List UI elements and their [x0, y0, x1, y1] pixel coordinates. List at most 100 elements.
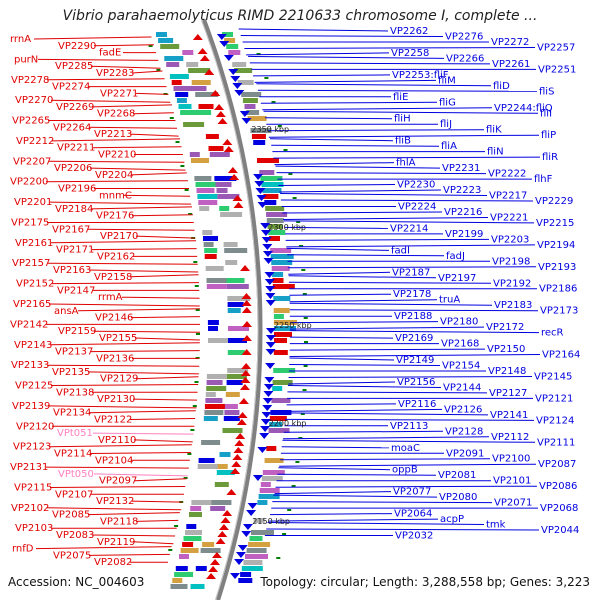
- reverse-gene-arrow: [257, 447, 268, 453]
- gene-block: [268, 230, 286, 235]
- gene-block: [206, 374, 227, 379]
- gene-block: [182, 542, 194, 547]
- left-gene-label: VP2170: [100, 231, 138, 242]
- gene-block: [265, 206, 285, 211]
- left-gene-label: VP2213: [94, 129, 132, 140]
- gene-block: [234, 68, 253, 73]
- left-gene-label: VP2171: [56, 245, 94, 256]
- gene-block: [193, 86, 207, 91]
- reverse-gene-arrow: [230, 76, 241, 82]
- gene-block: [243, 560, 263, 565]
- left-label-connector: [35, 546, 172, 550]
- right-gene-label: flhF: [534, 174, 553, 185]
- forward-gene-arrow: [232, 195, 243, 201]
- right-label-connector: [256, 83, 492, 87]
- chromosome-backbone: [201, 19, 263, 600]
- left-gene-label: VP2157: [12, 258, 50, 269]
- left-gene-label: VP2097: [99, 476, 137, 487]
- left-label-connector: [89, 452, 191, 454]
- right-gene-label: recR: [541, 328, 564, 339]
- left-label-connector: [132, 398, 198, 401]
- right-gene-label: VP2086: [539, 481, 577, 492]
- gene-block: [227, 350, 245, 355]
- left-gene-label: VP2082: [94, 557, 132, 568]
- right-label-connector: [289, 336, 394, 339]
- right-label-connector: [244, 47, 536, 49]
- gene-block: [183, 536, 202, 541]
- left-gene-label: VP2285: [55, 61, 93, 72]
- right-gene-label: VP2144: [443, 383, 481, 394]
- tick-mark: [276, 557, 281, 559]
- gene-block: [273, 308, 290, 313]
- left-gene-label: VP2270: [15, 95, 53, 106]
- gene-block: [223, 416, 240, 421]
- right-gene-label: fliB: [395, 136, 411, 147]
- gene-block: [199, 206, 210, 211]
- left-gene-label: VP2131: [10, 462, 48, 473]
- scale-label: 2200 kbp: [269, 419, 307, 428]
- gene-block: [273, 296, 291, 301]
- left-label-connector: [131, 500, 183, 503]
- tick-mark: [196, 333, 200, 335]
- right-gene-label: VP2216: [444, 207, 482, 218]
- right-gene-label: VP2193: [538, 262, 576, 273]
- gene-block: [171, 80, 182, 85]
- tick-mark: [301, 269, 306, 271]
- right-label-connector: [288, 376, 533, 378]
- left-label-connector: [121, 296, 200, 299]
- gene-block: [268, 428, 290, 433]
- chromosome-backbone-highlight: [201, 19, 259, 600]
- right-label-connector: [287, 391, 488, 394]
- gene-block: [226, 374, 247, 379]
- left-gene-label: VPt051: [57, 428, 93, 439]
- right-label-connector: [289, 293, 392, 296]
- right-label-connector: [267, 129, 485, 132]
- right-gene-label: VP2203: [491, 234, 529, 245]
- gene-block: [260, 176, 283, 181]
- gene-block: [173, 86, 195, 91]
- right-gene-label: VP2141: [490, 410, 528, 421]
- right-gene-label: fliS: [539, 86, 554, 97]
- right-label-connector: [280, 193, 488, 196]
- right-label-connector: [273, 494, 438, 498]
- tick-mark: [277, 125, 282, 127]
- tick-mark: [156, 69, 161, 71]
- gene-block: [251, 530, 274, 535]
- left-label-connector: [129, 418, 196, 420]
- left-gene-label: mnmC: [99, 190, 132, 201]
- left-gene-label: VP2158: [94, 272, 132, 283]
- right-gene-label: VP2077: [393, 487, 431, 498]
- left-label-connector: [135, 376, 199, 380]
- map-title: Vibrio parahaemolyticus RIMD 2210633 chr…: [62, 8, 538, 24]
- gene-block: [191, 500, 213, 505]
- right-label-connector: [289, 357, 395, 361]
- tick-mark: [169, 117, 174, 119]
- left-gene-label: VP2133: [11, 360, 49, 371]
- tick-mark: [296, 221, 301, 223]
- scale-label: 2350 kbp: [251, 125, 289, 134]
- gene-block: [203, 236, 218, 241]
- gene-block: [269, 236, 280, 241]
- right-gene-label: VP2194: [537, 240, 575, 251]
- right-gene-label: VP2230: [397, 180, 435, 191]
- gene-block: [189, 152, 200, 157]
- reverse-gene-arrow: [264, 272, 275, 278]
- left-gene-label: VP2264: [53, 122, 91, 133]
- gene-block: [219, 452, 231, 457]
- gene-block: [208, 338, 231, 343]
- right-label-connector: [282, 211, 443, 214]
- left-label-connector: [47, 262, 198, 265]
- right-gene-label: tmk: [486, 520, 506, 531]
- left-label-connector: [135, 235, 196, 239]
- right-gene-label: VP2091: [446, 448, 484, 459]
- reverse-gene-arrow: [262, 405, 273, 411]
- left-label-connector: [91, 104, 173, 108]
- left-gene-label: VP2110: [98, 435, 136, 446]
- tick-mark: [302, 389, 307, 391]
- reverse-gene-arrow: [265, 300, 276, 306]
- gene-block: [156, 32, 167, 37]
- gene-block: [222, 428, 243, 433]
- gene-block: [219, 206, 230, 211]
- right-label-connector: [271, 144, 440, 147]
- gene-block: [270, 254, 294, 259]
